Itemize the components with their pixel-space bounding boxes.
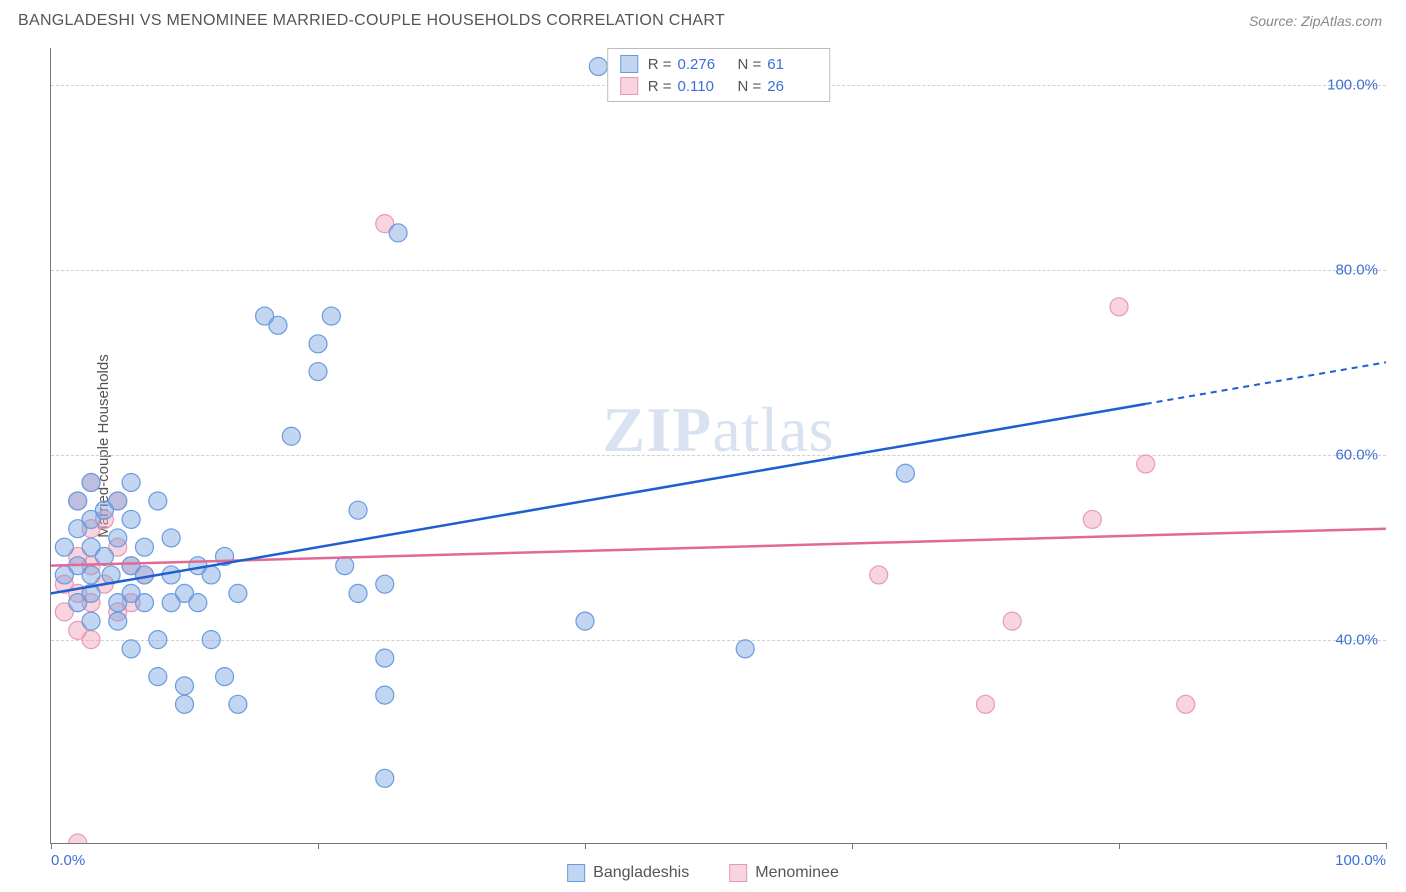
- scatter-point: [122, 640, 140, 658]
- scatter-point: [149, 668, 167, 686]
- scatter-point: [122, 510, 140, 528]
- scatter-point: [1083, 510, 1101, 528]
- n-value-menominee: 26: [767, 78, 817, 95]
- r-value-menominee: 0.110: [678, 78, 728, 95]
- scatter-point: [376, 575, 394, 593]
- stats-row-menominee: R = 0.110 N = 26: [620, 75, 818, 97]
- legend-item-menominee: Menominee: [729, 864, 839, 882]
- swatch-menominee-icon: [729, 864, 747, 882]
- scatter-point: [82, 612, 100, 630]
- scatter-point: [162, 529, 180, 547]
- scatter-svg: [51, 48, 1386, 843]
- scatter-point: [109, 612, 127, 630]
- scatter-point: [336, 557, 354, 575]
- scatter-point: [202, 631, 220, 649]
- scatter-point: [282, 427, 300, 445]
- scatter-point: [376, 649, 394, 667]
- scatter-point: [576, 612, 594, 630]
- scatter-point: [135, 594, 153, 612]
- x-tick-label: 100.0%: [1335, 852, 1386, 869]
- scatter-point: [269, 316, 287, 334]
- x-tick-mark: [1386, 843, 1387, 849]
- scatter-point: [122, 473, 140, 491]
- swatch-bangladeshi-icon: [567, 864, 585, 882]
- legend-label-bangladeshi: Bangladeshis: [593, 864, 689, 882]
- r-label: R =: [648, 56, 672, 73]
- swatch-menominee-icon: [620, 77, 638, 95]
- scatter-point: [69, 492, 87, 510]
- scatter-point: [176, 695, 194, 713]
- n-label: N =: [738, 56, 762, 73]
- scatter-point: [135, 538, 153, 556]
- stats-row-bangladeshi: R = 0.276 N = 61: [620, 53, 818, 75]
- scatter-point: [322, 307, 340, 325]
- scatter-point: [82, 473, 100, 491]
- chart-plot-area: R = 0.276 N = 61 R = 0.110 N = 26 ZIPatl…: [50, 48, 1386, 844]
- scatter-point: [1137, 455, 1155, 473]
- scatter-point: [109, 529, 127, 547]
- scatter-point: [82, 631, 100, 649]
- scatter-point: [589, 57, 607, 75]
- regression-line: [51, 404, 1146, 594]
- r-label: R =: [648, 78, 672, 95]
- r-value-bangladeshi: 0.276: [678, 56, 728, 73]
- x-tick-mark: [585, 843, 586, 849]
- scatter-point: [389, 224, 407, 242]
- source-label: Source: ZipAtlas.com: [1249, 13, 1382, 29]
- scatter-point: [229, 695, 247, 713]
- legend-label-menominee: Menominee: [755, 864, 839, 882]
- scatter-point: [149, 492, 167, 510]
- regression-line: [51, 529, 1386, 566]
- scatter-point: [149, 631, 167, 649]
- scatter-point: [109, 492, 127, 510]
- scatter-point: [1003, 612, 1021, 630]
- n-value-bangladeshi: 61: [767, 56, 817, 73]
- scatter-point: [55, 538, 73, 556]
- scatter-point: [349, 501, 367, 519]
- scatter-point: [309, 363, 327, 381]
- x-tick-mark: [1119, 843, 1120, 849]
- scatter-point: [870, 566, 888, 584]
- scatter-point: [69, 834, 87, 843]
- x-tick-mark: [51, 843, 52, 849]
- scatter-point: [376, 769, 394, 787]
- chart-title: BANGLADESHI VS MENOMINEE MARRIED-COUPLE …: [18, 12, 725, 30]
- series-legend: Bangladeshis Menominee: [567, 864, 839, 882]
- scatter-point: [202, 566, 220, 584]
- scatter-point: [977, 695, 995, 713]
- swatch-bangladeshi-icon: [620, 55, 638, 73]
- scatter-point: [229, 584, 247, 602]
- x-tick-label: 0.0%: [51, 852, 85, 869]
- scatter-point: [896, 464, 914, 482]
- scatter-point: [736, 640, 754, 658]
- scatter-point: [1110, 298, 1128, 316]
- scatter-point: [349, 584, 367, 602]
- scatter-point: [376, 686, 394, 704]
- scatter-point: [95, 547, 113, 565]
- x-tick-mark: [852, 843, 853, 849]
- scatter-point: [176, 677, 194, 695]
- x-tick-mark: [318, 843, 319, 849]
- scatter-point: [216, 668, 234, 686]
- regression-line-dashed: [1146, 362, 1386, 404]
- n-label: N =: [738, 78, 762, 95]
- legend-item-bangladeshi: Bangladeshis: [567, 864, 689, 882]
- scatter-point: [309, 335, 327, 353]
- stats-legend: R = 0.276 N = 61 R = 0.110 N = 26: [607, 48, 831, 102]
- scatter-point: [82, 566, 100, 584]
- scatter-point: [189, 594, 207, 612]
- scatter-point: [1177, 695, 1195, 713]
